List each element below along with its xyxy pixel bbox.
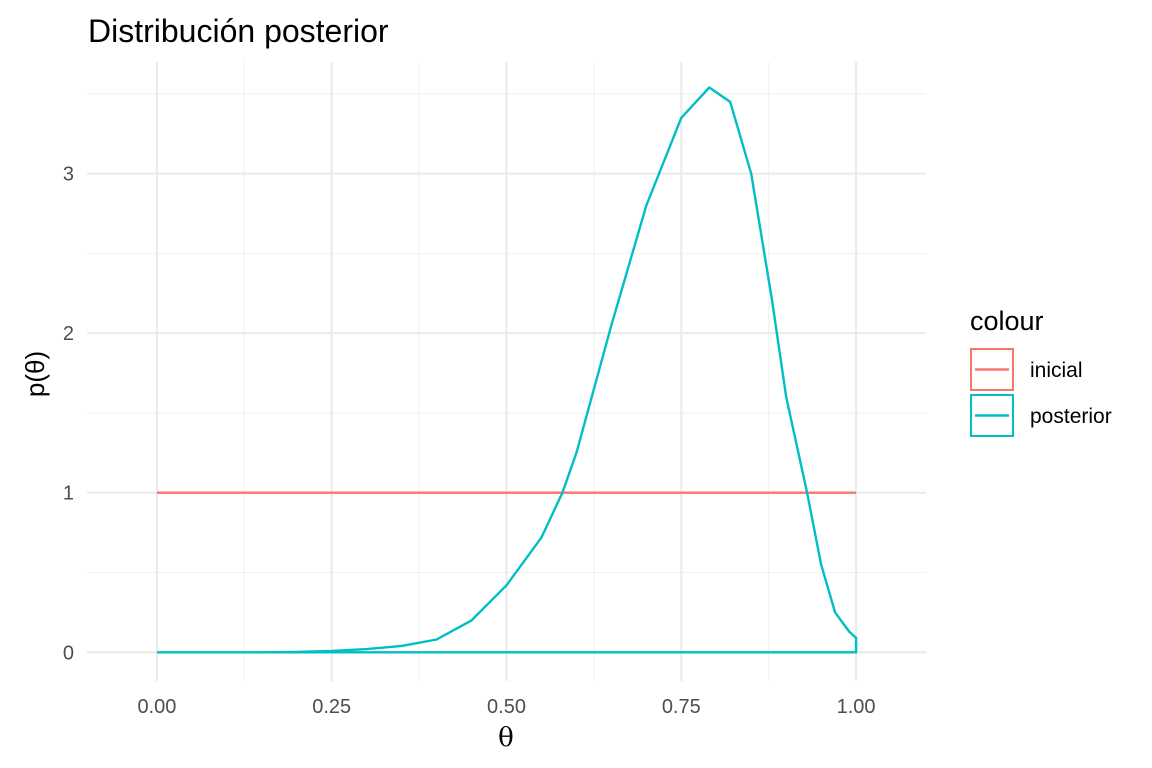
y-tick-label: 0	[63, 642, 74, 664]
x-tick-label: 0.50	[487, 696, 526, 718]
legend-label-posterior: posterior	[1030, 405, 1112, 428]
x-axis-title: θ	[498, 723, 514, 753]
series-line-posterior	[156, 86, 858, 654]
chart-title: Distribución posterior	[88, 13, 389, 49]
x-axis-ticks: 0.00 0.25 0.50 0.75 1.00	[137, 696, 875, 718]
x-tick-label: 0.75	[662, 696, 701, 718]
grid-major	[87, 62, 926, 681]
y-tick-label: 3	[63, 164, 74, 186]
y-axis-title: p(θ)	[20, 351, 50, 397]
x-tick-label: 0.25	[312, 696, 351, 718]
legend-label-inicial: inicial	[1030, 359, 1083, 382]
y-tick-label: 2	[63, 323, 74, 345]
x-tick-label: 1.00	[837, 696, 876, 718]
series-layer	[156, 86, 858, 654]
legend-items: inicial posterior	[970, 348, 1112, 437]
legend-title: colour	[970, 306, 1044, 336]
y-axis-ticks: 0 1 2 3	[63, 164, 74, 665]
legend: colour inicial posterior	[970, 306, 1112, 437]
x-tick-label: 0.00	[137, 696, 176, 718]
y-tick-label: 1	[63, 483, 74, 505]
